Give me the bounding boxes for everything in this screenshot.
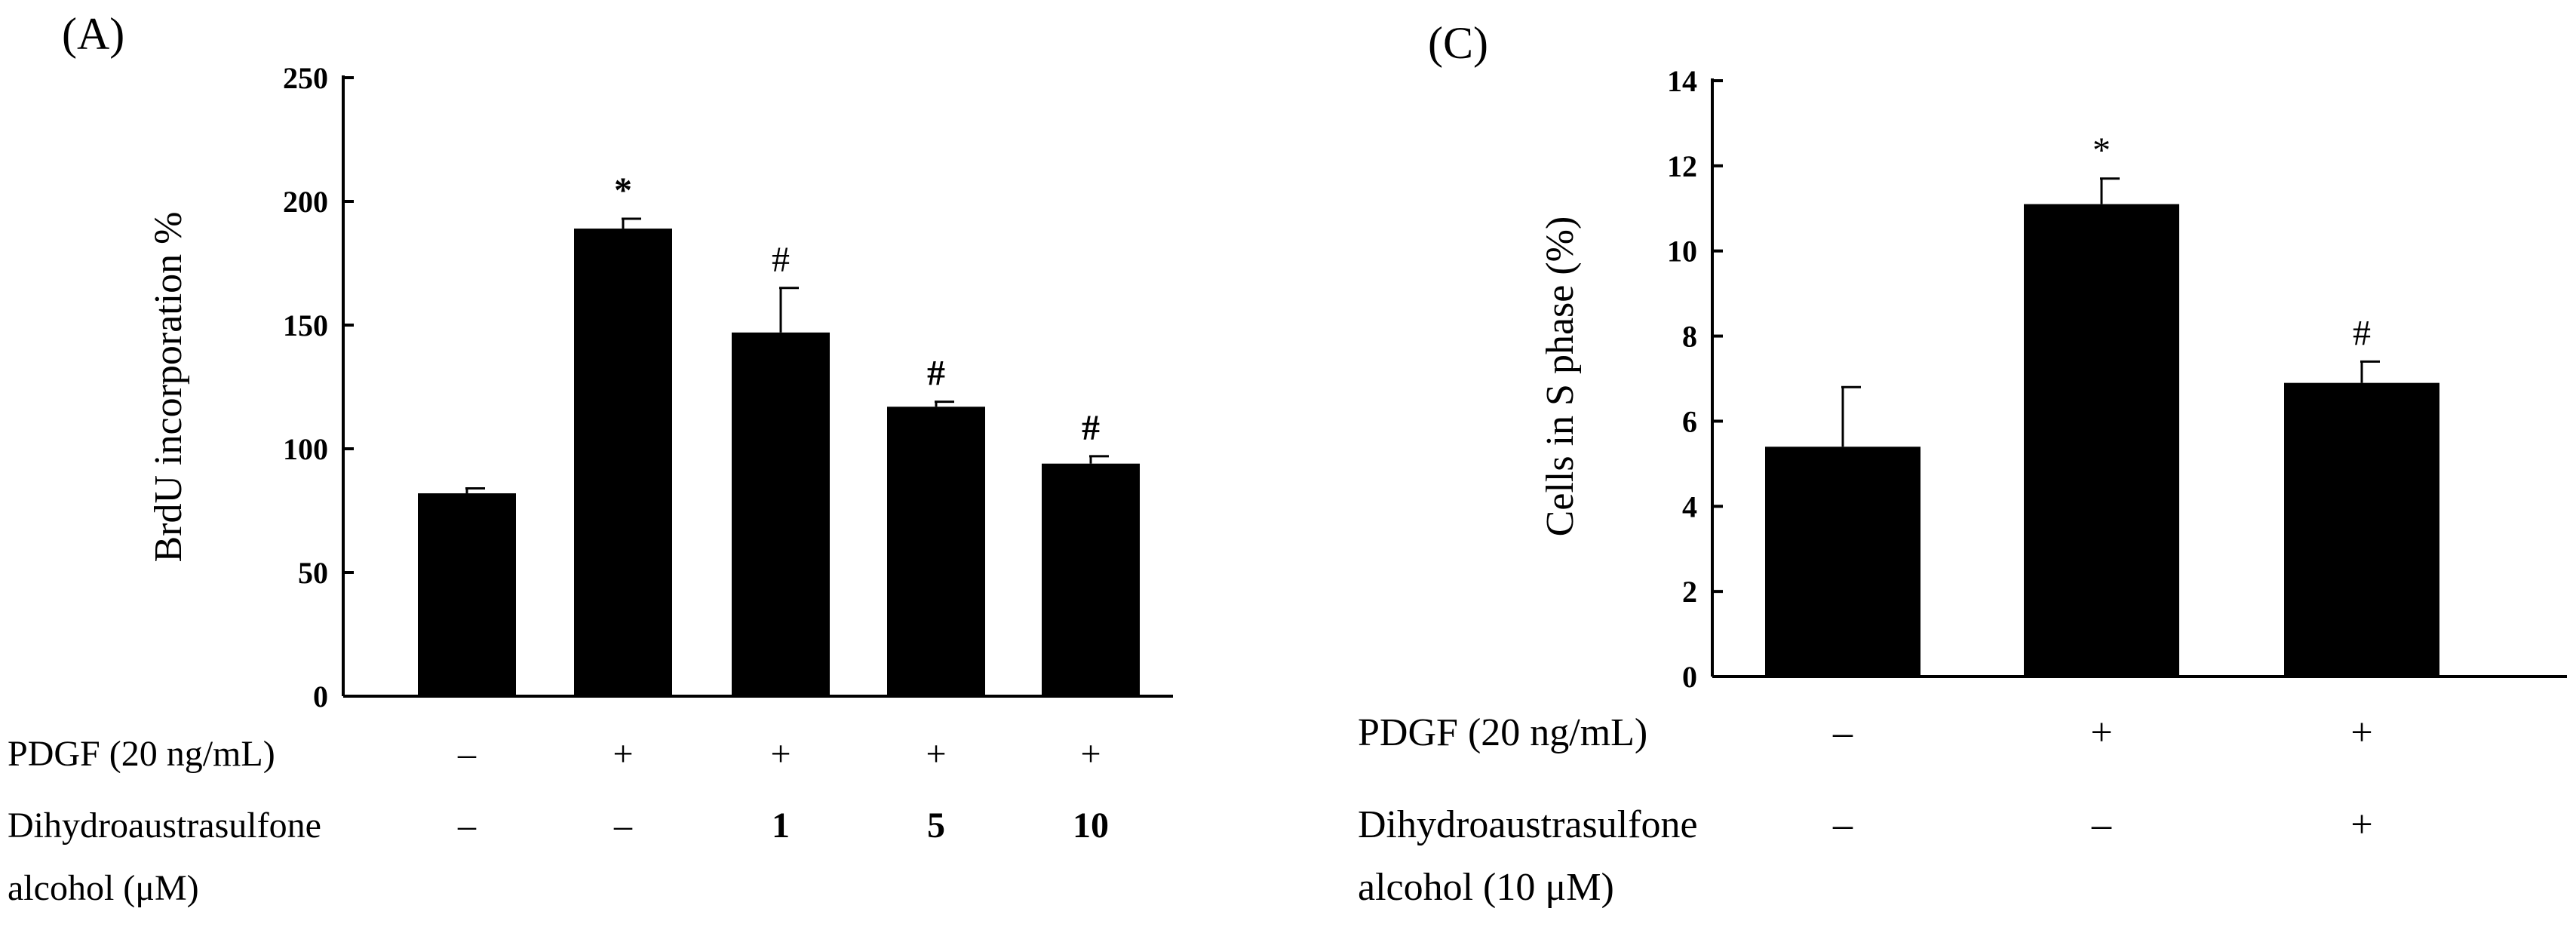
y-axis-title: BrdU incorporation % (147, 211, 190, 562)
condition-value: 10 (1073, 806, 1109, 846)
significance-marker: # (772, 240, 790, 280)
condition-value: + (926, 734, 946, 774)
y-axis-title: Cells in S phase (%) (1539, 216, 1582, 537)
condition-value: – (1832, 711, 1853, 754)
bar (2284, 382, 2439, 677)
panel-label: (A) (62, 9, 124, 59)
y-tick-label: 200 (283, 185, 328, 219)
bar (2024, 204, 2179, 677)
y-tick-label: 4 (1682, 490, 1697, 523)
condition-value: – (613, 806, 633, 846)
y-tick-label: 100 (283, 432, 328, 466)
bar (1765, 447, 1920, 677)
condition-value: – (2091, 803, 2112, 846)
y-tick-label: 12 (1667, 149, 1697, 183)
condition-value: – (457, 806, 477, 846)
significance-marker: # (927, 354, 945, 394)
condition-label: Dihydroaustrasulfone (8, 806, 321, 846)
y-tick-label: 14 (1667, 64, 1697, 98)
bar (574, 229, 672, 697)
y-tick-label: 150 (283, 308, 328, 342)
y-tick-label: 10 (1667, 235, 1697, 269)
significance-marker: * (614, 170, 632, 210)
panel-a: (A) 0 50 100 150 200 250 BrdU incorporation % * #… (8, 9, 1173, 908)
y-tick-label: 0 (313, 680, 328, 714)
condition-label: PDGF (20 ng/mL) (1358, 711, 1647, 754)
bar (1042, 463, 1140, 696)
condition-label-line2: alcohol (μM) (8, 868, 199, 908)
condition-label: Dihydroaustrasulfone (1358, 803, 1698, 846)
condition-value: + (2090, 711, 2112, 754)
condition-value: – (1832, 803, 1853, 846)
y-tick-label: 0 (1682, 660, 1697, 694)
condition-label: PDGF (20 ng/mL) (8, 734, 275, 774)
panel-label: (C) (1428, 18, 1488, 68)
condition-value: + (2350, 711, 2372, 754)
bar (732, 332, 830, 696)
significance-marker: # (1082, 408, 1100, 448)
y-tick-label: 8 (1682, 320, 1697, 354)
condition-value: – (457, 734, 477, 774)
condition-value: + (613, 734, 633, 774)
condition-value: 1 (772, 806, 790, 846)
significance-marker: # (2353, 313, 2371, 353)
condition-value: + (1080, 734, 1101, 774)
y-tick-label: 50 (298, 556, 328, 590)
y-tick-label: 2 (1682, 575, 1697, 609)
bar (418, 493, 516, 696)
y-tick-label: 6 (1682, 404, 1697, 438)
y-tick-label: 250 (283, 61, 328, 95)
panel-c: (C) 0 2 4 6 8 10 12 14 Cells in S phase (%) * # PDGF… (1358, 18, 2567, 909)
condition-label-line2: alcohol (10 μM) (1358, 866, 1614, 909)
significance-marker: * (2092, 130, 2111, 170)
condition-value: + (770, 734, 791, 774)
condition-value: 5 (927, 806, 945, 846)
bar (887, 407, 985, 696)
condition-value: + (2350, 803, 2372, 846)
